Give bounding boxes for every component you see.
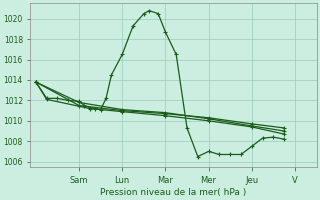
X-axis label: Pression niveau de la mer( hPa ): Pression niveau de la mer( hPa ) xyxy=(100,188,247,197)
